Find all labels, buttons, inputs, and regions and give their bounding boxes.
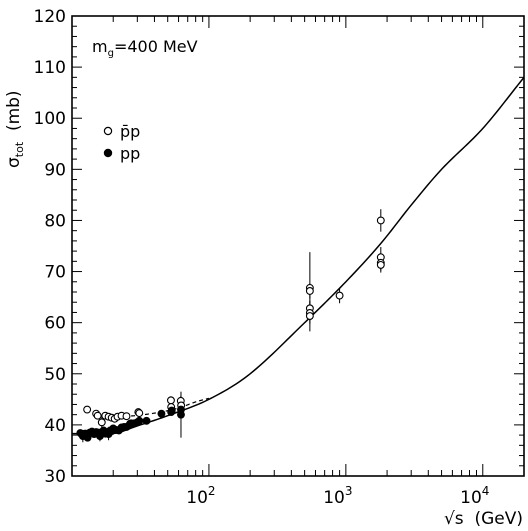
axis-ticks: [71, 15, 525, 477]
x-tick-base: 10: [460, 488, 482, 508]
y-axis-title-rest: (mb): [4, 90, 24, 141]
x-tick-label: 104: [460, 484, 489, 508]
y-tick-label: 50: [44, 365, 66, 385]
x-axis-title: √s (GeV): [444, 509, 523, 529]
x-tick-base: 10: [186, 488, 208, 508]
data-point-pbar-p: [97, 418, 106, 427]
y-tick-label: 120: [34, 7, 66, 27]
y-tick-label: 70: [44, 263, 66, 283]
legend: p̄p pp: [103, 122, 140, 163]
x-tick-exponent: 3: [345, 484, 353, 498]
legend-marker-filled-circle: [103, 148, 113, 158]
fit-curve-dashed: [96, 397, 210, 417]
y-tick-label: 30: [44, 467, 66, 487]
mass-annotation-rest: =400 MeV: [114, 37, 198, 56]
data-point-pbar-p: [305, 312, 314, 320]
data-point-pbar-p: [166, 396, 175, 405]
legend-label-pbar-p: p̄p: [120, 122, 140, 141]
y-tick-label: 110: [34, 58, 66, 78]
data-point-pp: [142, 416, 151, 425]
data-markers: [76, 216, 385, 442]
y-tick-label: 60: [44, 314, 66, 334]
plot-frame: [71, 15, 525, 477]
y-tick-labels: 30 40 50 60 70 80 90 100 110 120: [34, 7, 66, 487]
legend-marker-open-circle: [103, 126, 113, 136]
y-tick-label: 80: [44, 211, 66, 231]
mass-annotation-sub: g: [108, 48, 114, 59]
data-point-pbar-p: [83, 405, 92, 414]
data-point-pp: [135, 416, 144, 425]
y-axis-title: σtot (mb): [4, 90, 26, 168]
y-tick-label: 100: [34, 109, 66, 129]
data-point-pbar-p: [376, 216, 385, 225]
data-point-pbar-p: [335, 291, 344, 300]
x-tick-labels: 102 103 104: [186, 484, 489, 508]
data-point-pbar-p: [305, 287, 314, 295]
mass-annotation-main: m: [92, 37, 108, 56]
y-axis-title-sub: tot: [13, 141, 26, 157]
x-tick-exponent: 4: [482, 484, 490, 498]
x-tick-label: 102: [186, 484, 215, 508]
data-point-pbar-p: [122, 412, 131, 421]
data-point-pbar-p: [93, 411, 102, 420]
mass-annotation: mg=400 MeV: [92, 37, 198, 59]
y-axis-title-main: σ: [4, 157, 24, 168]
y-tick-label: 40: [44, 416, 66, 436]
legend-label-pp: pp: [120, 144, 140, 163]
data-point-pp: [177, 410, 185, 419]
x-tick-base: 10: [323, 488, 345, 508]
x-tick-label: 103: [323, 484, 352, 508]
data-point-pp: [157, 409, 166, 418]
data-point-pp: [167, 406, 176, 415]
x-tick-exponent: 2: [208, 484, 216, 498]
error-bars: [79, 209, 382, 443]
data-point-pbar-p: [135, 409, 144, 418]
data-point-pbar-p: [376, 260, 385, 269]
y-tick-label: 90: [44, 160, 66, 180]
